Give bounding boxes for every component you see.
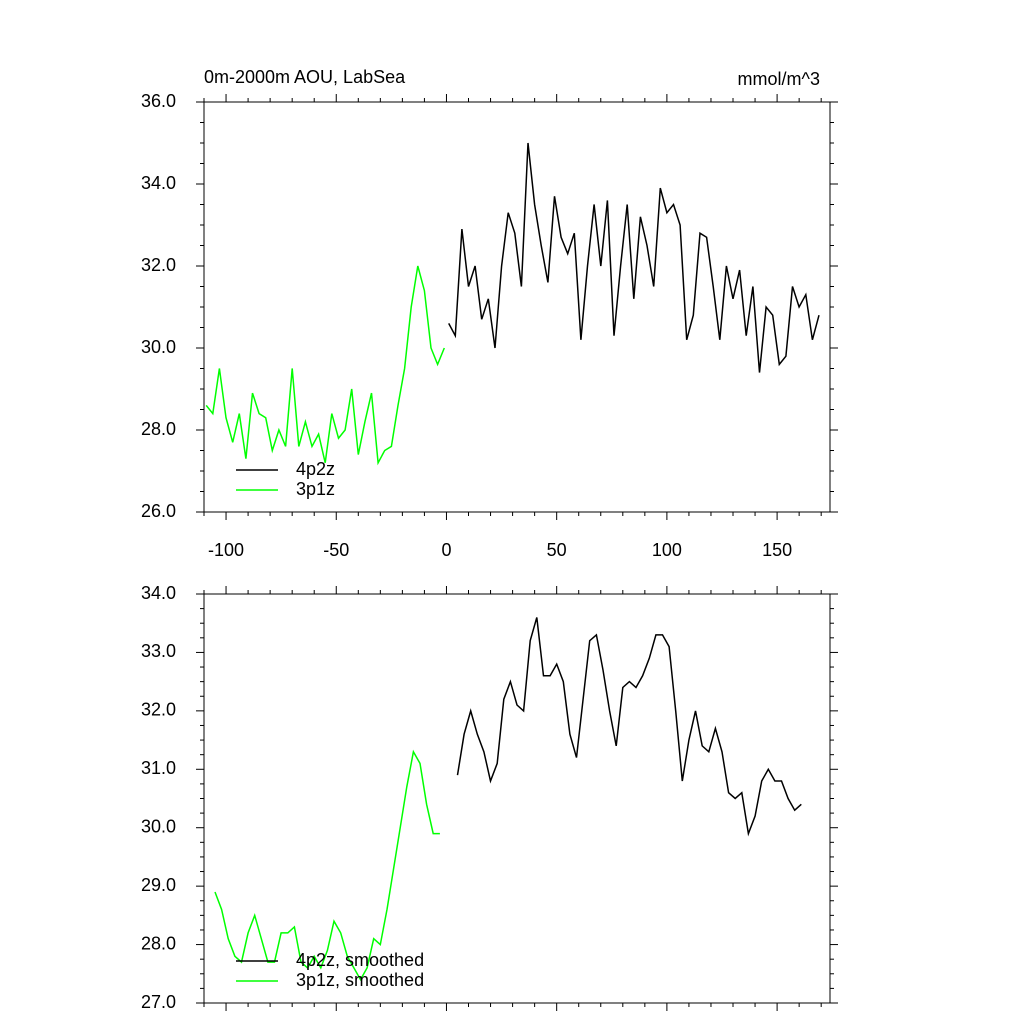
y-tick-label: 32.0 (141, 700, 176, 720)
series-line (205, 265, 445, 466)
plot-frame (203, 593, 831, 1004)
y-tick-label: 34.0 (141, 583, 176, 603)
x-tick-label: 50 (547, 540, 567, 560)
series-line (448, 142, 820, 373)
y-tick-label: 26.0 (141, 501, 176, 521)
legend-label: 4p2z, smoothed (296, 950, 424, 970)
y-tick-label: 28.0 (141, 933, 176, 953)
y-tick-label: 29.0 (141, 875, 176, 895)
x-tick-label: 100 (652, 540, 682, 560)
x-tick-label: -100 (208, 540, 244, 560)
legend-label: 3p1z (296, 479, 335, 499)
y-tick-label: 28.0 (141, 419, 176, 439)
y-tick-label: 32.0 (141, 255, 176, 275)
units-label: mmol/m^3 (738, 69, 820, 89)
y-tick-label: 31.0 (141, 758, 176, 778)
y-tick-label: 36.0 (141, 91, 176, 111)
y-tick-label: 30.0 (141, 816, 176, 836)
legend-label: 3p1z, smoothed (296, 970, 424, 990)
legend-label: 4p2z (296, 459, 335, 479)
y-tick-label: 27.0 (141, 992, 176, 1012)
x-tick-label: 150 (762, 540, 792, 560)
series-line (456, 617, 802, 837)
x-tick-label: -50 (323, 540, 349, 560)
x-tick-label: 0 (441, 540, 451, 560)
chart-title: 0m-2000m AOU, LabSea (204, 67, 406, 87)
y-tick-label: 30.0 (141, 337, 176, 357)
y-tick-label: 33.0 (141, 641, 176, 661)
series-line (214, 749, 440, 982)
plot-frame (203, 101, 831, 513)
y-tick-label: 34.0 (141, 173, 176, 193)
